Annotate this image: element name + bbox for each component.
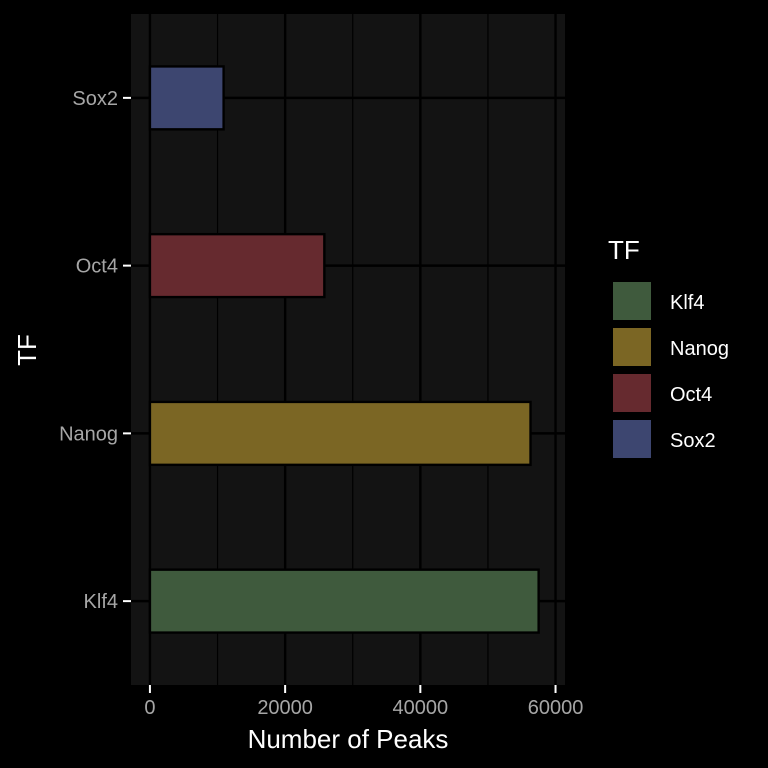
legend-title: TF [608,235,640,265]
x-tick-label: 20000 [257,697,313,719]
bar-klf4 [148,568,540,634]
y-tick-label: Oct4 [76,256,118,278]
axes: 0 20000 40000 60000 Klf4 Nanog Oct4 Sox2 [59,88,583,719]
x-tick-label: 40000 [393,697,449,719]
legend-key-klf4 [611,280,653,322]
legend-items: Klf4 Nanog Oct4 Sox2 [611,280,729,460]
legend-label-oct4: Oct4 [670,384,712,406]
legend-key-sox2 [611,418,653,460]
bar-oct4 [148,232,326,299]
y-tick-label: Nanog [59,423,118,445]
x-axis-title: Number of Peaks [248,724,449,754]
y-tick-label: Sox2 [72,88,118,110]
legend-label-sox2: Sox2 [670,430,716,452]
legend-label-klf4: Klf4 [670,292,704,314]
y-axis-title: TF [12,334,42,366]
bar-nanog [148,400,532,467]
bars [148,65,540,634]
legend: TF Klf4 Nanog Oct4 Sox2 [608,235,729,460]
legend-label-nanog: Nanog [670,338,729,360]
x-tick-label: 60000 [528,697,584,719]
bar-sox2 [148,65,225,131]
legend-key-nanog [611,326,653,368]
y-tick-label: Klf4 [84,591,118,613]
legend-key-oct4 [611,372,653,414]
x-tick-label: 0 [144,697,155,719]
